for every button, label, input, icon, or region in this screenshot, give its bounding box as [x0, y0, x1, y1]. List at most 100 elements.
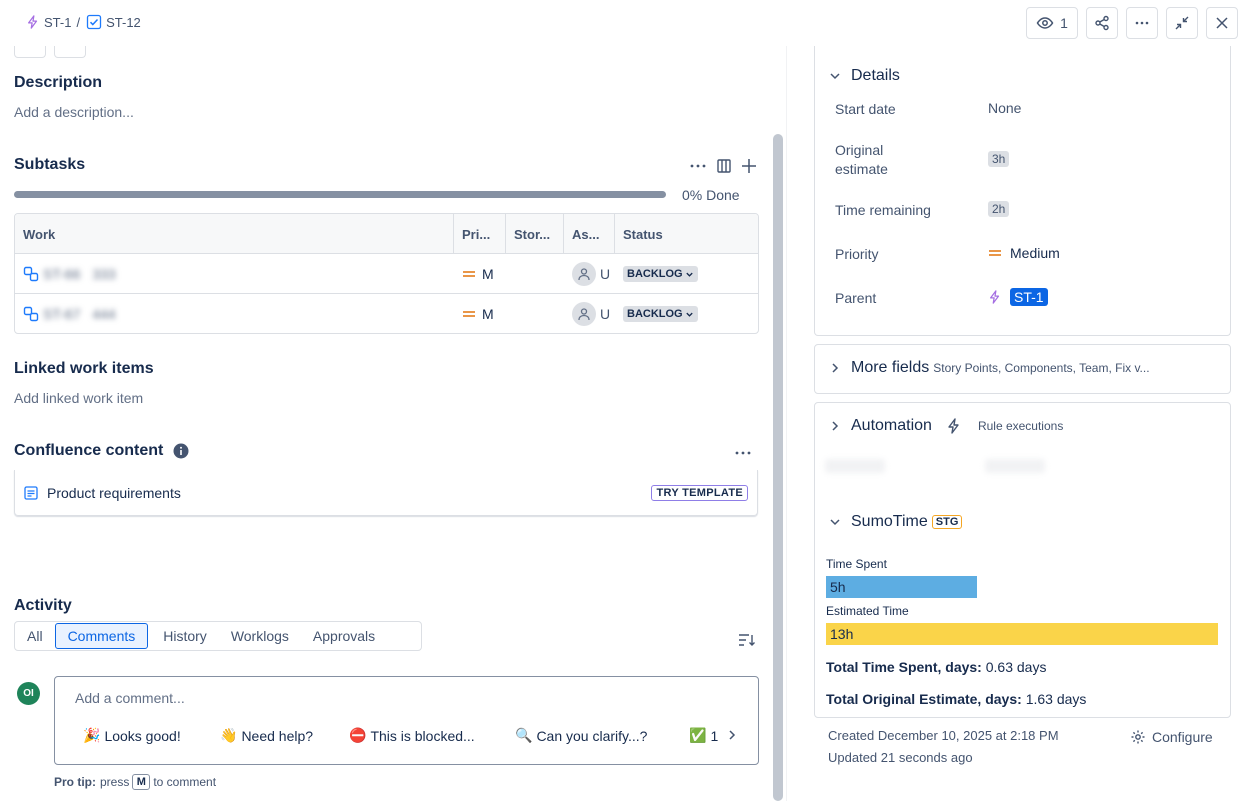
- try-template-button[interactable]: TRY TEMPLATE: [651, 485, 748, 501]
- chevron-right-icon: [832, 363, 839, 373]
- automation-sumotime-panel: Automation Rule executions SumoTime STG …: [814, 402, 1231, 718]
- priority-medium-icon: [989, 250, 1001, 256]
- column-header[interactable]: Work: [15, 214, 454, 254]
- page-icon: [24, 485, 38, 500]
- estimated-time-label: Estimated Time: [826, 604, 909, 618]
- chevron-right-icon: [832, 421, 839, 431]
- tab-all[interactable]: All: [27, 628, 43, 644]
- confluence-item[interactable]: Product requirements TRY TEMPLATE: [14, 470, 758, 516]
- more-horizontal-icon[interactable]: [734, 445, 752, 461]
- assignee-value: U: [600, 266, 611, 282]
- column-header[interactable]: Stor...: [506, 214, 564, 254]
- columns-icon[interactable]: [716, 158, 732, 174]
- priority-medium-icon: [463, 271, 475, 277]
- info-icon[interactable]: [173, 443, 189, 459]
- activity-tabs: All Comments History Worklogs Approvals: [14, 621, 422, 651]
- confluence-heading: Confluence content: [14, 442, 189, 460]
- tab-comments[interactable]: Comments: [54, 623, 149, 649]
- column-header[interactable]: As...: [564, 214, 615, 254]
- more-horizontal-icon[interactable]: [688, 158, 708, 174]
- rule-executions-link[interactable]: Rule executions: [977, 419, 1064, 433]
- quick-reply-clarify[interactable]: 🔍 Can you clarify...?: [515, 727, 648, 744]
- comment-placeholder: Add a comment...: [75, 690, 185, 706]
- close-button[interactable]: [1206, 7, 1238, 39]
- priority-value: M: [482, 266, 494, 282]
- scrollbar[interactable]: [773, 134, 783, 801]
- tab-approvals[interactable]: Approvals: [312, 628, 376, 644]
- top-bar: ST-1 / ST-12 1: [0, 0, 1243, 46]
- estimated-time-bar: 13h: [826, 623, 1218, 645]
- time-remaining-label: Time remaining: [835, 202, 931, 218]
- start-date-label: Start date: [835, 101, 896, 117]
- subtasks-table: Work Pri... Stor... As... Status ST-66 3…: [14, 213, 759, 334]
- total-original-estimate: Total Original Estimate, days: 1.63 days: [826, 691, 1087, 707]
- assignee-avatar[interactable]: [572, 302, 596, 326]
- breadcrumb-current[interactable]: ST-12: [86, 14, 141, 30]
- sumotime-header[interactable]: SumoTime STG: [829, 513, 963, 531]
- table-row[interactable]: ST-66 333 M U BACKLOG: [15, 254, 758, 294]
- blurred-content: [825, 459, 885, 473]
- subtask-icon: [23, 306, 39, 322]
- assignee-avatar[interactable]: [572, 262, 596, 286]
- subtask-key[interactable]: ST-67: [43, 306, 81, 322]
- quick-reply-done[interactable]: ✅ 1: [689, 727, 719, 744]
- more-fields-summary: Story Points, Components, Team, Fix v...: [933, 361, 1150, 375]
- column-header[interactable]: Status: [623, 226, 663, 242]
- more-fields-panel[interactable]: More fields Story Points, Components, Te…: [814, 344, 1231, 394]
- status-lozenge[interactable]: BACKLOG: [623, 266, 698, 282]
- task-checkbox-icon: [86, 14, 102, 30]
- share-button[interactable]: [1086, 7, 1118, 39]
- watch-count: 1: [1060, 15, 1068, 31]
- toolbar-stub-button[interactable]: [54, 46, 86, 58]
- share-icon: [1095, 15, 1109, 31]
- subtask-key[interactable]: ST-66: [43, 266, 81, 282]
- quick-reply-blocked[interactable]: ⛔ This is blocked...: [349, 727, 475, 744]
- priority-value[interactable]: Medium: [988, 245, 1060, 261]
- subtask-summary[interactable]: 333: [92, 266, 116, 282]
- automation-header[interactable]: Automation Rule executions: [829, 417, 1063, 435]
- configure-button[interactable]: Configure: [1130, 729, 1213, 745]
- chevron-down-icon: [830, 519, 840, 526]
- subtasks-progress-label: 0% Done: [682, 187, 740, 203]
- subtask-summary[interactable]: 444: [92, 306, 116, 322]
- add-linked-item[interactable]: Add linked work item: [14, 390, 144, 406]
- breadcrumb-separator: /: [76, 14, 81, 30]
- stg-badge: STG: [931, 515, 963, 529]
- parent-value[interactable]: ST-1: [988, 288, 1048, 306]
- chevron-right-icon[interactable]: [726, 729, 738, 741]
- watch-button[interactable]: 1: [1026, 7, 1078, 39]
- comment-input[interactable]: Add a comment... 🎉 Looks good! 👋 Need help…: [54, 676, 759, 765]
- subtasks-actions: [688, 157, 758, 175]
- priority-value: M: [482, 306, 494, 322]
- breadcrumb-parent[interactable]: ST-1: [26, 15, 71, 30]
- quick-reply-need-help[interactable]: 👋 Need help?: [220, 727, 314, 744]
- subtasks-progress-bar: [14, 191, 666, 198]
- status-lozenge[interactable]: BACKLOG: [623, 306, 698, 322]
- start-date-value[interactable]: None: [988, 100, 1022, 116]
- minimize-button[interactable]: [1166, 7, 1198, 39]
- add-icon[interactable]: [740, 157, 758, 175]
- quick-reply-looks-good[interactable]: 🎉 Looks good!: [83, 727, 181, 744]
- details-header[interactable]: Details: [829, 67, 900, 85]
- time-remaining-value[interactable]: 2h: [988, 201, 1010, 217]
- column-header[interactable]: Pri...: [454, 214, 506, 254]
- sort-icon[interactable]: [738, 632, 756, 648]
- time-spent-label: Time Spent: [826, 557, 887, 571]
- gear-icon: [1131, 730, 1145, 744]
- more-fields-header[interactable]: More fields Story Points, Components, Te…: [829, 359, 1150, 377]
- more-horizontal-icon: [1135, 21, 1149, 25]
- tab-worklogs[interactable]: Worklogs: [230, 628, 289, 644]
- lightning-icon: [948, 418, 959, 434]
- issue-main-pane: Description Add a description... Subtask…: [0, 46, 772, 801]
- tab-history[interactable]: History: [163, 628, 207, 644]
- description-placeholder[interactable]: Add a description...: [14, 104, 134, 120]
- more-actions-button[interactable]: [1126, 7, 1158, 39]
- user-icon: [578, 268, 590, 281]
- table-header: Work Pri... Stor... As... Status: [15, 214, 758, 254]
- table-row[interactable]: ST-67 444 M U BACKLOG: [15, 294, 758, 333]
- avatar[interactable]: OI: [17, 682, 40, 705]
- original-estimate-value[interactable]: 3h: [988, 151, 1010, 167]
- breadcrumb: ST-1 / ST-12: [26, 14, 141, 30]
- toolbar-stub-button[interactable]: [14, 46, 46, 58]
- chevron-down-icon: [830, 73, 840, 80]
